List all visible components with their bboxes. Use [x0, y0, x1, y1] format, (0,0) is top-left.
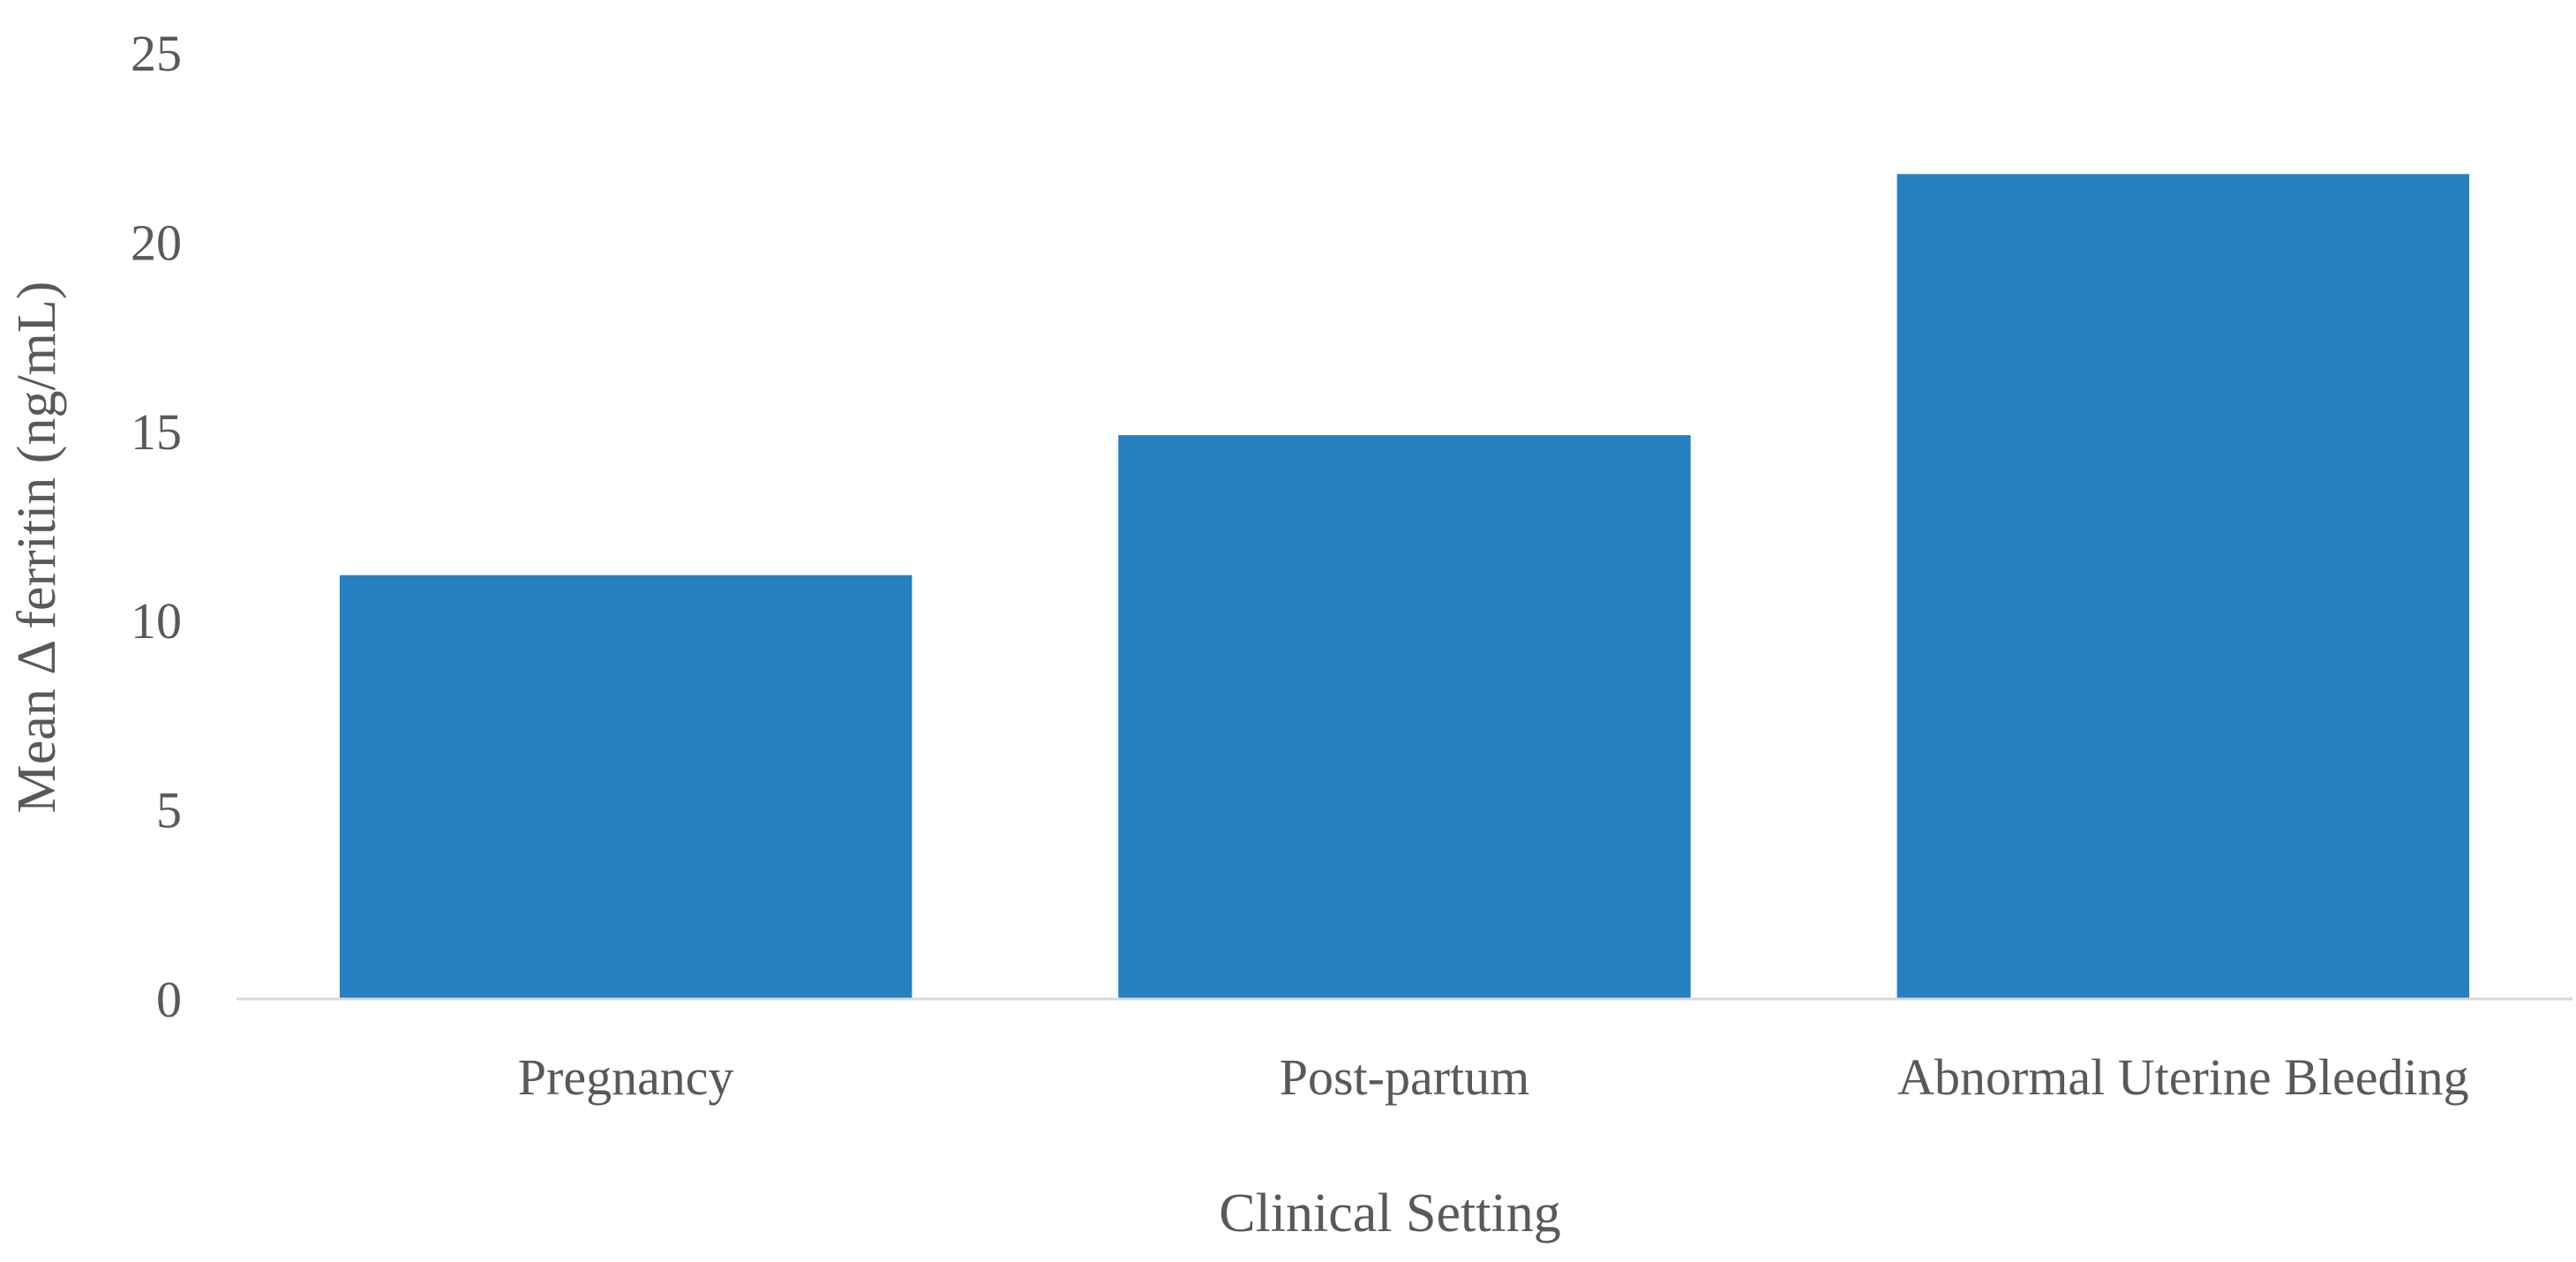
- x-tick-label: Pregnancy: [518, 1048, 734, 1106]
- x-tick-label: Post-partum: [1280, 1048, 1530, 1106]
- y-tick-label: 0: [156, 971, 182, 1028]
- x-axis-title: Clinical Setting: [1219, 1183, 1560, 1243]
- bars-layer: [339, 174, 2470, 999]
- y-tick-labels: 0 5 10 15 20 25: [131, 25, 182, 1028]
- y-tick-label: 5: [156, 782, 182, 839]
- x-tick-labels: Pregnancy Post-partum Abnormal Uterine Ble…: [518, 1048, 2469, 1106]
- bar-pregnancy: [339, 575, 912, 999]
- x-tick-label: Abnormal Uterine Bleeding: [1897, 1048, 2469, 1106]
- bar-post-partum: [1118, 435, 1691, 999]
- y-tick-label: 15: [131, 403, 182, 461]
- y-axis-title: Mean Δ ferritin (ng/mL): [7, 282, 67, 814]
- bar-abnormal-uterine-bleeding: [1896, 174, 2470, 999]
- y-tick-label: 25: [131, 25, 182, 82]
- y-tick-label: 10: [131, 592, 182, 650]
- y-tick-label: 20: [131, 214, 182, 271]
